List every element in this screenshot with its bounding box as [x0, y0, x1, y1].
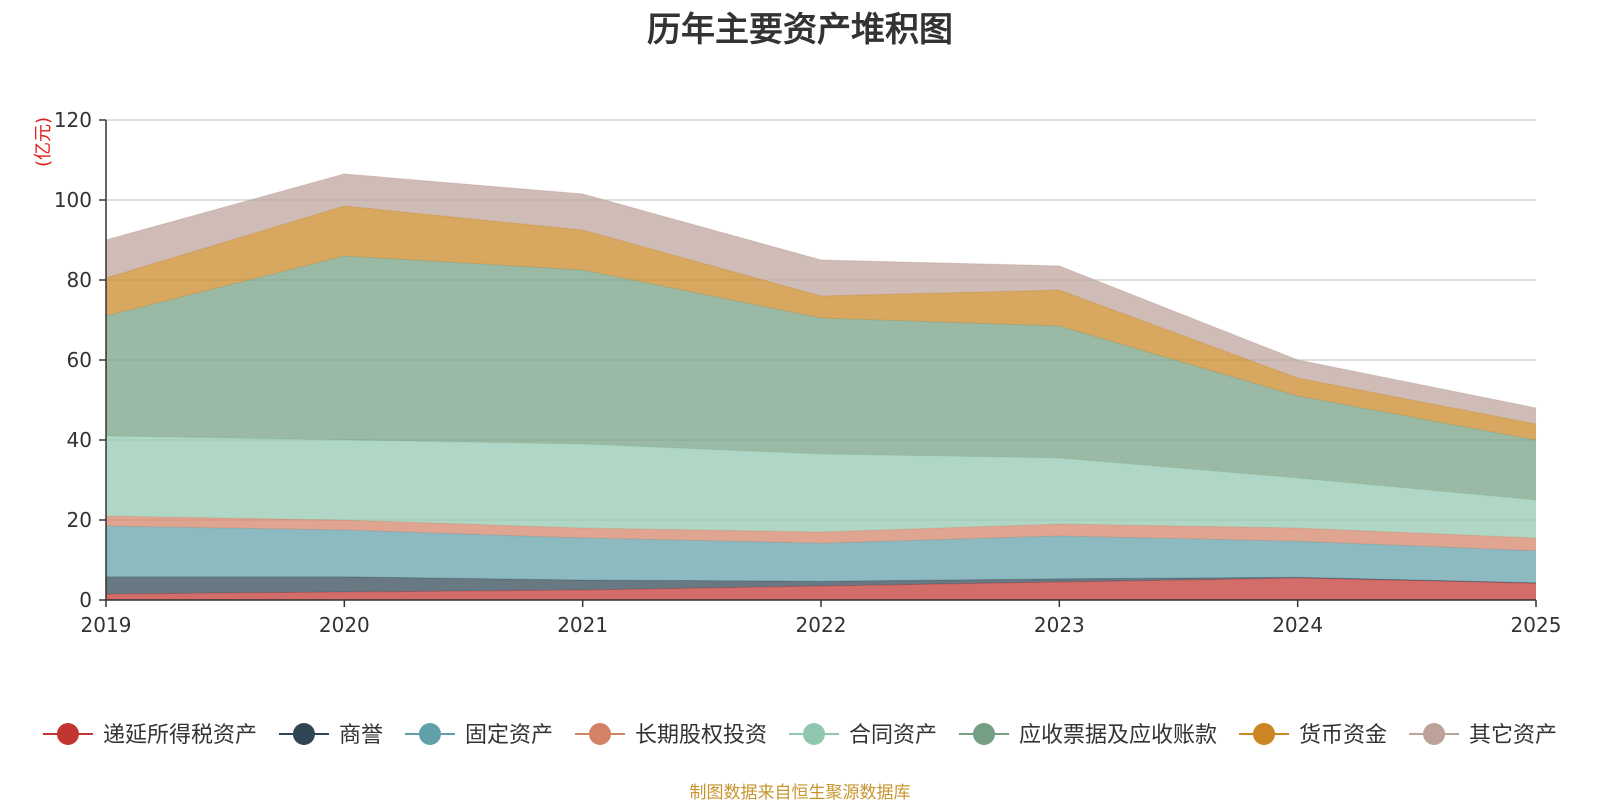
y-axis-unit-label: (亿元) [33, 117, 54, 167]
legend-label: 商誉 [339, 723, 383, 748]
x-tick-label: 2019 [81, 613, 132, 637]
area-series-3 [106, 526, 1536, 583]
area-series-6 [106, 256, 1536, 500]
legend-item: 货币资金 [1239, 723, 1387, 748]
chart-title: 历年主要资产堆积图 [647, 10, 953, 50]
legend-item: 合同资产 [789, 723, 937, 748]
area-series-edge-8 [105, 173, 1537, 409]
legend-marker [973, 723, 996, 745]
x-tick-label: 2024 [1272, 613, 1323, 637]
y-tick-label: 0 [79, 588, 92, 612]
legend-label: 固定资产 [465, 723, 553, 748]
y-tick-label: 80 [67, 268, 92, 292]
area-series-5 [106, 436, 1536, 538]
legend-marker [588, 723, 611, 745]
x-tick-label: 2022 [796, 613, 847, 637]
x-tick-label: 2025 [1511, 613, 1562, 637]
area-series-layer [105, 173, 1537, 600]
y-tick-label: 100 [54, 188, 92, 212]
legend: 递延所得税资产 商誉 固定资产 长期股权投资 合同资产 应收票据及应收账款 货币资金 其它资产 [42, 723, 1557, 748]
x-tick-label: 2023 [1034, 613, 1085, 637]
legend-item: 固定资产 [404, 723, 553, 748]
legend-label: 合同资产 [849, 723, 937, 748]
legend-item: 递延所得税资产 [42, 723, 257, 748]
legend-label: 其它资产 [1469, 723, 1557, 748]
legend-item: 商誉 [278, 723, 383, 748]
axes: 0 20 40 60 80 100 120 2019 2020 2021 2022 2023 2024 2… [54, 108, 1562, 637]
data-source-note: 制图数据来自恒生聚源数据库 [689, 783, 911, 803]
legend-marker [292, 723, 315, 745]
area-series-2 [106, 576, 1536, 594]
legend-item: 应收票据及应收账款 [959, 723, 1217, 748]
legend-item: 长期股权投资 [574, 723, 767, 748]
y-tick-label: 120 [54, 108, 92, 132]
legend-label: 货币资金 [1299, 723, 1387, 748]
legend-marker [56, 723, 79, 745]
legend-marker [1423, 723, 1446, 745]
area-series-1 [106, 578, 1536, 600]
legend-label: 应收票据及应收账款 [1019, 723, 1217, 748]
legend-item: 其它资产 [1409, 723, 1557, 748]
legend-marker [803, 723, 825, 745]
legend-label: 长期股权投资 [635, 723, 767, 748]
x-tick-label: 2020 [319, 613, 370, 637]
legend-marker [1253, 723, 1276, 745]
x-tick-label: 2021 [557, 613, 608, 637]
legend-marker [418, 723, 441, 745]
y-tick-label: 20 [67, 508, 92, 532]
legend-label: 递延所得税资产 [103, 723, 257, 748]
y-tick-label: 60 [67, 348, 92, 372]
y-tick-label: 40 [67, 428, 92, 452]
area-series-4 [106, 516, 1536, 551]
